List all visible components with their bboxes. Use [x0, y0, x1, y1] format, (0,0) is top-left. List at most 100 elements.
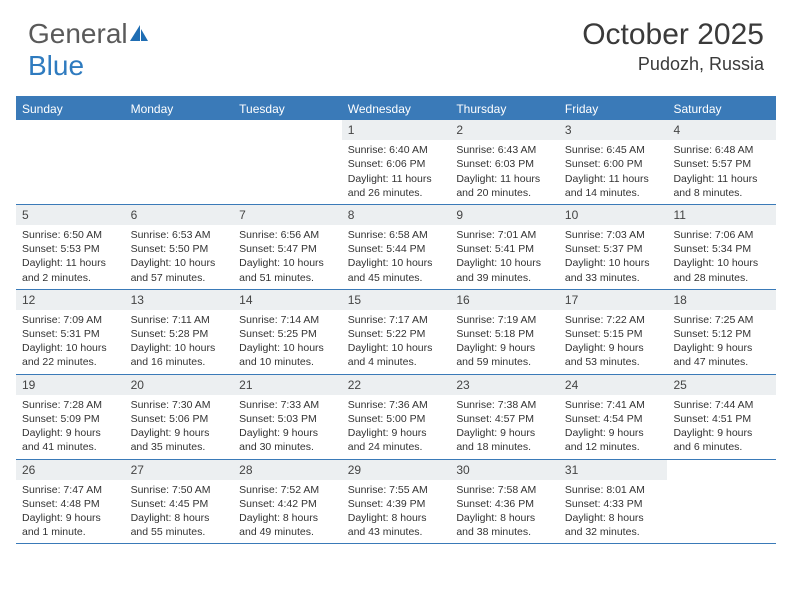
day-sunset: Sunset: 4:33 PM: [565, 497, 662, 511]
calendar-day: 18Sunrise: 7:25 AMSunset: 5:12 PMDayligh…: [667, 290, 776, 374]
day-number: 7: [233, 205, 342, 225]
weekday-header: Sunday: [16, 98, 125, 120]
calendar-week: 26Sunrise: 7:47 AMSunset: 4:48 PMDayligh…: [16, 460, 776, 545]
day-details: Sunrise: 7:09 AMSunset: 5:31 PMDaylight:…: [16, 310, 125, 374]
day-details: Sunrise: 7:36 AMSunset: 5:00 PMDaylight:…: [342, 395, 451, 459]
day-daylight: Daylight: 9 hours and 24 minutes.: [348, 426, 445, 454]
day-details: Sunrise: 7:28 AMSunset: 5:09 PMDaylight:…: [16, 395, 125, 459]
day-details: Sunrise: 7:50 AMSunset: 4:45 PMDaylight:…: [125, 480, 234, 544]
day-details: Sunrise: 6:58 AMSunset: 5:44 PMDaylight:…: [342, 225, 451, 289]
day-sunset: Sunset: 6:06 PM: [348, 157, 445, 171]
day-sunset: Sunset: 5:44 PM: [348, 242, 445, 256]
day-details: Sunrise: 6:45 AMSunset: 6:00 PMDaylight:…: [559, 140, 668, 204]
header: GeneralBlue October 2025 Pudozh, Russia: [0, 0, 792, 90]
day-daylight: Daylight: 8 hours and 55 minutes.: [131, 511, 228, 539]
day-daylight: Daylight: 9 hours and 59 minutes.: [456, 341, 553, 369]
day-details: Sunrise: 7:58 AMSunset: 4:36 PMDaylight:…: [450, 480, 559, 544]
day-details: Sunrise: 7:52 AMSunset: 4:42 PMDaylight:…: [233, 480, 342, 544]
day-details: Sunrise: 7:17 AMSunset: 5:22 PMDaylight:…: [342, 310, 451, 374]
calendar-day: 2Sunrise: 6:43 AMSunset: 6:03 PMDaylight…: [450, 120, 559, 204]
day-number: 14: [233, 290, 342, 310]
day-number: 31: [559, 460, 668, 480]
day-number: 21: [233, 375, 342, 395]
day-details: Sunrise: 7:33 AMSunset: 5:03 PMDaylight:…: [233, 395, 342, 459]
day-sunrise: Sunrise: 6:45 AM: [565, 143, 662, 157]
day-number: 12: [16, 290, 125, 310]
calendar-day: 24Sunrise: 7:41 AMSunset: 4:54 PMDayligh…: [559, 375, 668, 459]
day-details: Sunrise: 7:30 AMSunset: 5:06 PMDaylight:…: [125, 395, 234, 459]
day-number: 22: [342, 375, 451, 395]
calendar: SundayMondayTuesdayWednesdayThursdayFrid…: [16, 96, 776, 544]
day-number: 4: [667, 120, 776, 140]
calendar-day: [667, 460, 776, 544]
day-details: Sunrise: 6:48 AMSunset: 5:57 PMDaylight:…: [667, 140, 776, 204]
day-daylight: Daylight: 11 hours and 26 minutes.: [348, 172, 445, 200]
calendar-day: 4Sunrise: 6:48 AMSunset: 5:57 PMDaylight…: [667, 120, 776, 204]
day-sunset: Sunset: 5:57 PM: [673, 157, 770, 171]
day-sunrise: Sunrise: 8:01 AM: [565, 483, 662, 497]
day-sunrise: Sunrise: 7:25 AM: [673, 313, 770, 327]
day-sunset: Sunset: 6:00 PM: [565, 157, 662, 171]
day-details: Sunrise: 7:14 AMSunset: 5:25 PMDaylight:…: [233, 310, 342, 374]
day-daylight: Daylight: 11 hours and 8 minutes.: [673, 172, 770, 200]
day-details: Sunrise: 7:06 AMSunset: 5:34 PMDaylight:…: [667, 225, 776, 289]
day-daylight: Daylight: 10 hours and 16 minutes.: [131, 341, 228, 369]
day-number: 3: [559, 120, 668, 140]
day-details: Sunrise: 7:55 AMSunset: 4:39 PMDaylight:…: [342, 480, 451, 544]
calendar-day: 29Sunrise: 7:55 AMSunset: 4:39 PMDayligh…: [342, 460, 451, 544]
day-sunrise: Sunrise: 7:55 AM: [348, 483, 445, 497]
day-details: Sunrise: 6:50 AMSunset: 5:53 PMDaylight:…: [16, 225, 125, 289]
day-sunset: Sunset: 5:22 PM: [348, 327, 445, 341]
day-sunset: Sunset: 5:37 PM: [565, 242, 662, 256]
day-daylight: Daylight: 10 hours and 51 minutes.: [239, 256, 336, 284]
day-sunset: Sunset: 5:15 PM: [565, 327, 662, 341]
day-number: 5: [16, 205, 125, 225]
day-daylight: Daylight: 10 hours and 57 minutes.: [131, 256, 228, 284]
weekday-header: Saturday: [667, 98, 776, 120]
day-sunrise: Sunrise: 7:41 AM: [565, 398, 662, 412]
calendar-day: 14Sunrise: 7:14 AMSunset: 5:25 PMDayligh…: [233, 290, 342, 374]
day-sunrise: Sunrise: 7:52 AM: [239, 483, 336, 497]
logo-text-general: General: [28, 18, 128, 49]
weekday-header: Thursday: [450, 98, 559, 120]
day-daylight: Daylight: 11 hours and 14 minutes.: [565, 172, 662, 200]
day-number: 17: [559, 290, 668, 310]
weekday-header: Friday: [559, 98, 668, 120]
day-number: 28: [233, 460, 342, 480]
day-sunrise: Sunrise: 7:17 AM: [348, 313, 445, 327]
weekday-header: Tuesday: [233, 98, 342, 120]
day-sunset: Sunset: 5:03 PM: [239, 412, 336, 426]
calendar-week: 1Sunrise: 6:40 AMSunset: 6:06 PMDaylight…: [16, 120, 776, 205]
day-daylight: Daylight: 9 hours and 1 minute.: [22, 511, 119, 539]
day-sunrise: Sunrise: 6:56 AM: [239, 228, 336, 242]
day-sunrise: Sunrise: 7:30 AM: [131, 398, 228, 412]
day-sunrise: Sunrise: 7:14 AM: [239, 313, 336, 327]
day-daylight: Daylight: 10 hours and 22 minutes.: [22, 341, 119, 369]
day-sunrise: Sunrise: 7:28 AM: [22, 398, 119, 412]
calendar-week: 5Sunrise: 6:50 AMSunset: 5:53 PMDaylight…: [16, 205, 776, 290]
day-number: 23: [450, 375, 559, 395]
calendar-day: 16Sunrise: 7:19 AMSunset: 5:18 PMDayligh…: [450, 290, 559, 374]
day-details: Sunrise: 8:01 AMSunset: 4:33 PMDaylight:…: [559, 480, 668, 544]
day-sunset: Sunset: 5:09 PM: [22, 412, 119, 426]
day-daylight: Daylight: 9 hours and 41 minutes.: [22, 426, 119, 454]
day-daylight: Daylight: 9 hours and 6 minutes.: [673, 426, 770, 454]
day-number: 11: [667, 205, 776, 225]
calendar-day: 20Sunrise: 7:30 AMSunset: 5:06 PMDayligh…: [125, 375, 234, 459]
calendar-day: 6Sunrise: 6:53 AMSunset: 5:50 PMDaylight…: [125, 205, 234, 289]
day-daylight: Daylight: 11 hours and 20 minutes.: [456, 172, 553, 200]
calendar-day: [233, 120, 342, 204]
day-daylight: Daylight: 8 hours and 38 minutes.: [456, 511, 553, 539]
calendar-day: 31Sunrise: 8:01 AMSunset: 4:33 PMDayligh…: [559, 460, 668, 544]
location-label: Pudozh, Russia: [582, 54, 764, 75]
calendar-body: 1Sunrise: 6:40 AMSunset: 6:06 PMDaylight…: [16, 120, 776, 544]
day-sunset: Sunset: 6:03 PM: [456, 157, 553, 171]
day-sunrise: Sunrise: 7:01 AM: [456, 228, 553, 242]
day-sunrise: Sunrise: 7:44 AM: [673, 398, 770, 412]
calendar-day: 17Sunrise: 7:22 AMSunset: 5:15 PMDayligh…: [559, 290, 668, 374]
day-daylight: Daylight: 10 hours and 33 minutes.: [565, 256, 662, 284]
day-number: 8: [342, 205, 451, 225]
day-daylight: Daylight: 9 hours and 53 minutes.: [565, 341, 662, 369]
day-sunrise: Sunrise: 6:53 AM: [131, 228, 228, 242]
day-details: Sunrise: 7:01 AMSunset: 5:41 PMDaylight:…: [450, 225, 559, 289]
